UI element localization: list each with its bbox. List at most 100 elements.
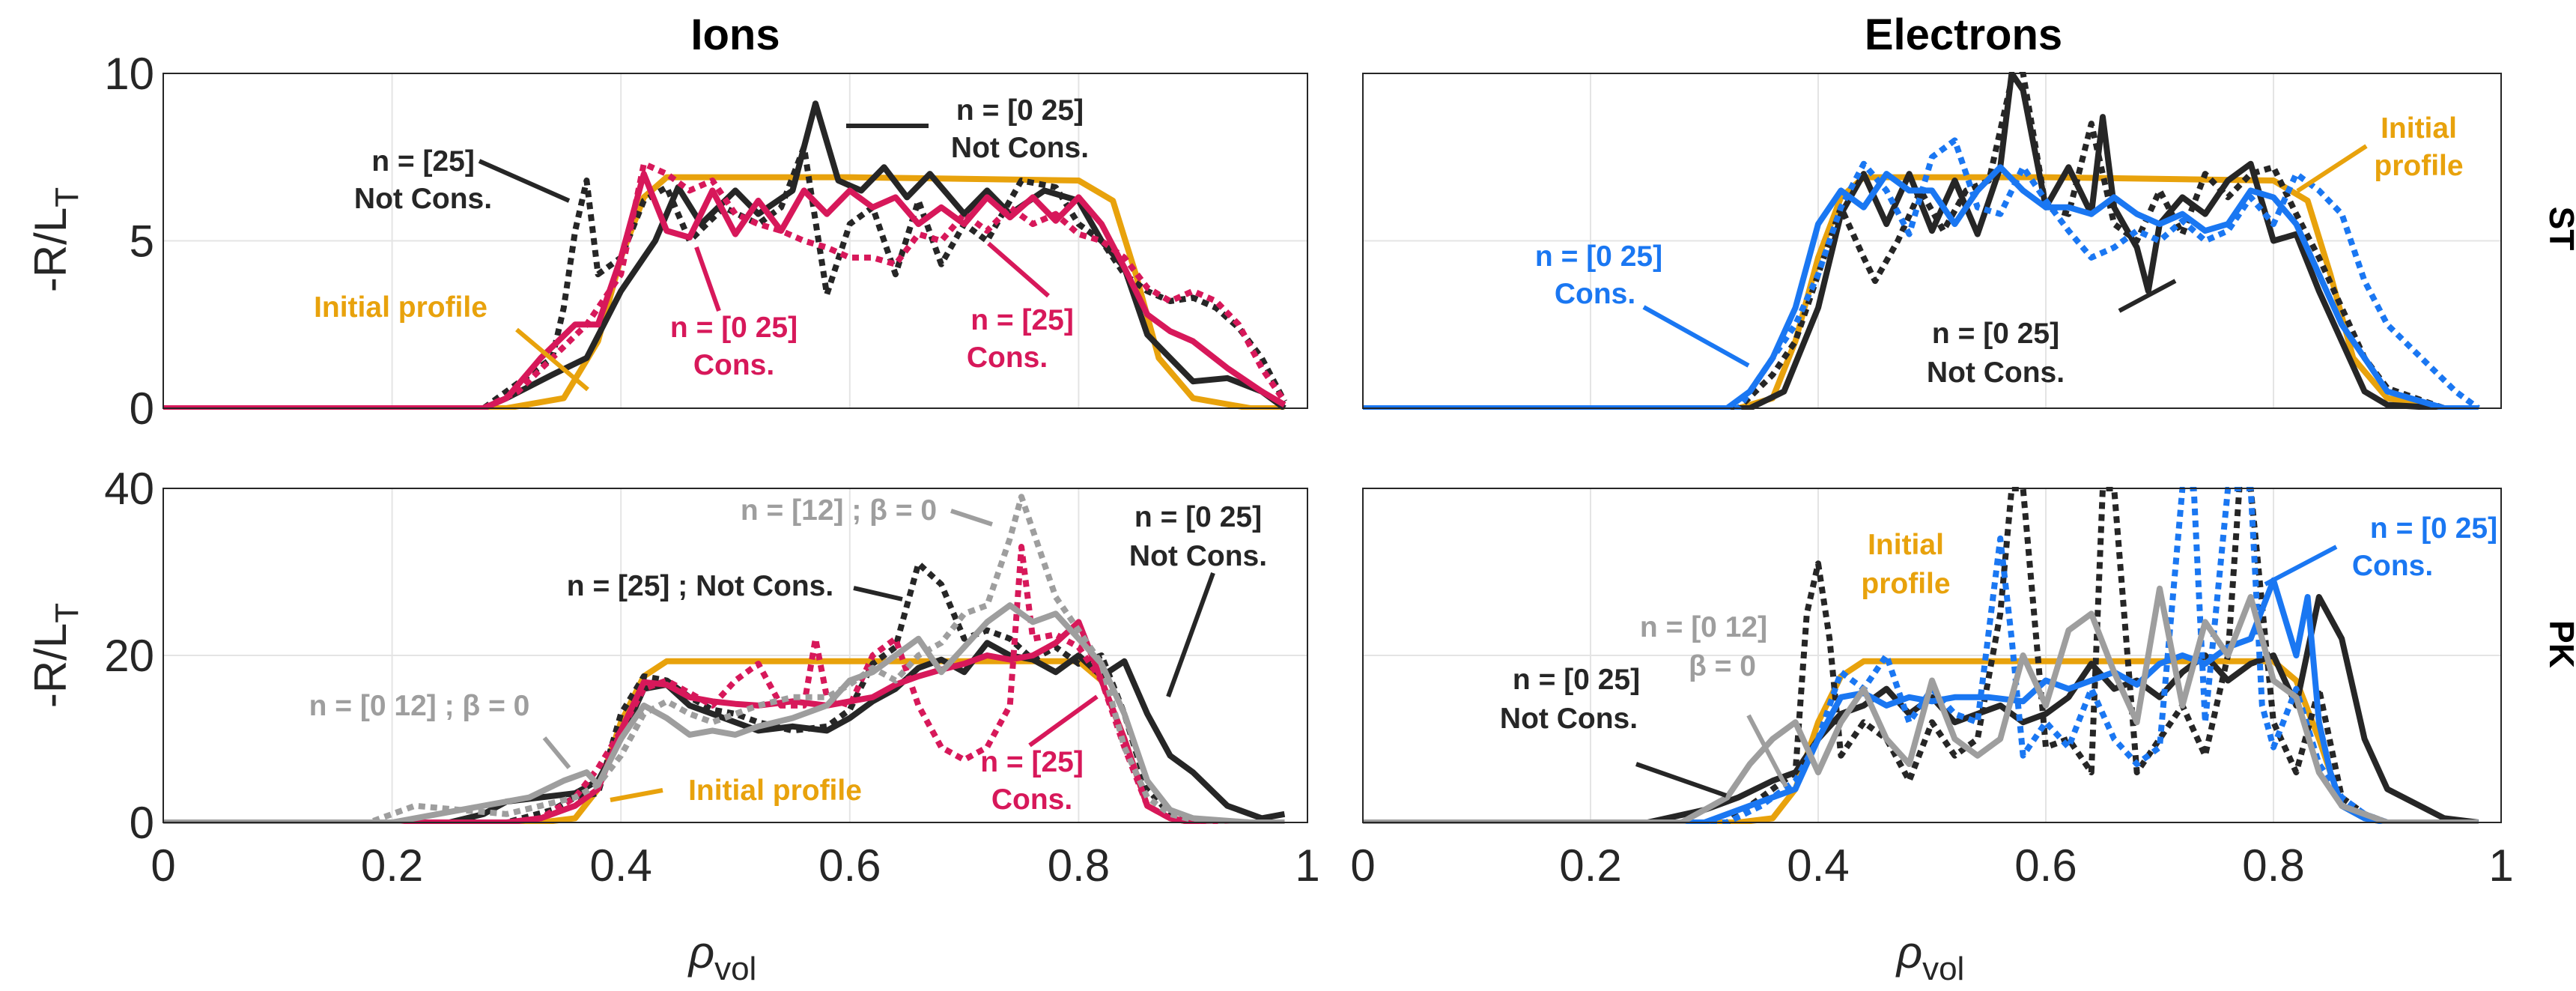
series-group [1363, 487, 2479, 824]
annotation-n025-cons-l2: Cons. [693, 349, 774, 381]
annotation-n25-cons-l2: Cons. [991, 784, 1072, 816]
annotation-initial-l2: profile [2374, 150, 2463, 182]
annotation-initial-l1: Initial [2381, 112, 2457, 145]
panel-electrons-pk: 0 0.2 0.4 0.6 0.8 1 [1350, 487, 2514, 891]
annotation-initial: Initial profile [688, 775, 862, 807]
x-axis-label-electrons: ρvol [1895, 927, 1965, 987]
series-n-0-25-cons-solid [163, 171, 1287, 410]
annotation-n025-cons-l1: n = [0 25] [670, 312, 798, 344]
x-axis-label-text: ρ [687, 927, 714, 978]
x-tick-label: 0.4 [1787, 840, 1849, 891]
x-tick-label: 0.2 [1559, 840, 1621, 891]
annotation-n12-beta: n = [12] ; β = 0 [741, 494, 937, 527]
axis-frame [1362, 73, 2502, 409]
x-tick-label: 0 [151, 840, 175, 891]
annotation-n025-cons-l1: n = [0 25] [1535, 240, 1662, 273]
leader-line [542, 736, 571, 769]
annotation-n025-cons-l2: Cons. [1555, 278, 1635, 310]
leader-line [987, 241, 1050, 298]
y-tick-label: 40 [104, 464, 154, 514]
series-n-25-cons-dotted [220, 160, 1287, 410]
annotation-n025-notcons-l1: n = [0 25] [1134, 501, 1262, 533]
y-axis-label-sub: T [49, 187, 85, 207]
series-initial-profile-solid [1363, 174, 2479, 410]
annotation-n25-cons-l1: n = [25] [980, 746, 1084, 778]
annotation-n025-notcons-l2: Not Cons. [1500, 703, 1638, 735]
leader-line [853, 586, 903, 601]
x-tick-label: 0.2 [361, 840, 423, 891]
y-tick-label: 10 [104, 49, 154, 99]
leader-line [2296, 144, 2368, 193]
leader-line [1642, 305, 1750, 368]
annotation-n025-cons-l1: n = [0 25] [2370, 512, 2497, 545]
series-n-0-25-cons-solid [1363, 577, 2479, 824]
x-axis-label-sub: vol [714, 951, 756, 987]
leader-line [1028, 694, 1099, 748]
x-axis-label-sub: vol [1922, 951, 1964, 987]
annotations-electrons-pk: Initial profile n = [0 12] β = 0 n = [0 … [1500, 512, 2497, 798]
series-n-25-not-cons-dotted [163, 560, 1285, 824]
annotation-n25-notcons-l1: n = [25] [371, 145, 475, 178]
panel-ions-pk: 0 20 40 0 0.2 0.4 0.6 0.8 1 [104, 464, 1319, 891]
leader-line [610, 788, 663, 802]
col-title-ions: Ions [690, 10, 780, 59]
annotation-n25-notcons: n = [25] ; Not Cons. [567, 570, 833, 602]
annotation-n025-notcons-l1: n = [0 25] [956, 94, 1084, 127]
y-tick-label: 0 [130, 798, 154, 848]
x-tick-label: 0.6 [2014, 840, 2077, 891]
axis-frame [162, 488, 1308, 823]
annotation-n025-notcons-l2: Not Cons. [1927, 357, 2065, 389]
annotation-n025-notcons-l2: Not Cons. [951, 132, 1089, 164]
leader-line [478, 159, 571, 203]
annotation-n25-cons-l1: n = [25] [970, 304, 1074, 336]
y-axis-label-bottom: -R/LT [25, 603, 85, 708]
x-axis-label-text: ρ [1895, 927, 1922, 978]
annotation-n025-notcons-l1: n = [0 25] [1932, 318, 2059, 350]
x-tick-label: 0.6 [818, 840, 881, 891]
x-tick-label: 0.4 [589, 840, 651, 891]
leader-line [2264, 545, 2338, 587]
annotation-initial: Initial profile [314, 291, 487, 324]
annotations-ions-st: n = [25] Not Cons. n = [0 25] Not Cons. … [314, 94, 1089, 392]
annotation-initial-l1: Initial [1868, 529, 1944, 561]
leader-line [950, 509, 993, 527]
series-n-0-25-cons-solid [1363, 164, 2479, 410]
series-n-0-25-not-cons-solid [163, 640, 1286, 824]
y-axis-label-sub: T [49, 603, 85, 623]
annotation-n025-cons-l2: Cons. [2352, 550, 2433, 582]
x-tick-label: 0.8 [1048, 840, 1110, 891]
annotation-n025-notcons-l2: Not Cons. [1129, 540, 1267, 572]
y-tick-label: 5 [130, 216, 154, 267]
y-axis-label-text: -R/L [25, 207, 76, 292]
series-group [163, 494, 1286, 824]
annotation-n012-l1: n = [0 12] [1640, 611, 1767, 643]
y-tick-label: 0 [130, 384, 154, 434]
axis-frame [162, 73, 1308, 409]
x-tick-label: 1 [1295, 840, 1319, 891]
leader-line [1166, 572, 1215, 698]
series-n-0-25-not-cons-solid [163, 100, 1287, 410]
col-title-electrons: Electrons [1865, 10, 2062, 59]
series-n-0-25-not-cons-solid [1363, 72, 2479, 410]
x-tick-label: 1 [2488, 840, 2513, 891]
x-tick-label: 0.8 [2242, 840, 2304, 891]
leader-line [515, 327, 589, 392]
series-n-25-not-cons-dotted [1363, 72, 2479, 410]
annotations-ions-pk: n = [12] ; β = 0 n = [0 25] Not Cons. n … [309, 494, 1267, 816]
annotation-n012-beta: n = [0 12] ; β = 0 [309, 690, 530, 722]
series-n-0-12-0-solid [163, 602, 1285, 824]
leader-line [694, 246, 721, 312]
series-n-25-not-cons-dotted [1363, 487, 2479, 824]
series-group [1363, 72, 2480, 410]
leader-line [1635, 762, 1727, 798]
y-axis-label-text: -R/L [25, 623, 76, 708]
leader-line [2118, 279, 2177, 313]
series-n-25-cons-dotted [1363, 137, 2480, 410]
axis-frame [1362, 488, 2502, 823]
panel-electrons-st [1362, 72, 2502, 410]
row-label-pk: PK [2542, 620, 2576, 668]
x-tick-label: 0 [1350, 840, 1375, 891]
series-n-0-12-0-solid [1363, 585, 2479, 824]
annotation-initial-l2: profile [1861, 568, 1950, 600]
